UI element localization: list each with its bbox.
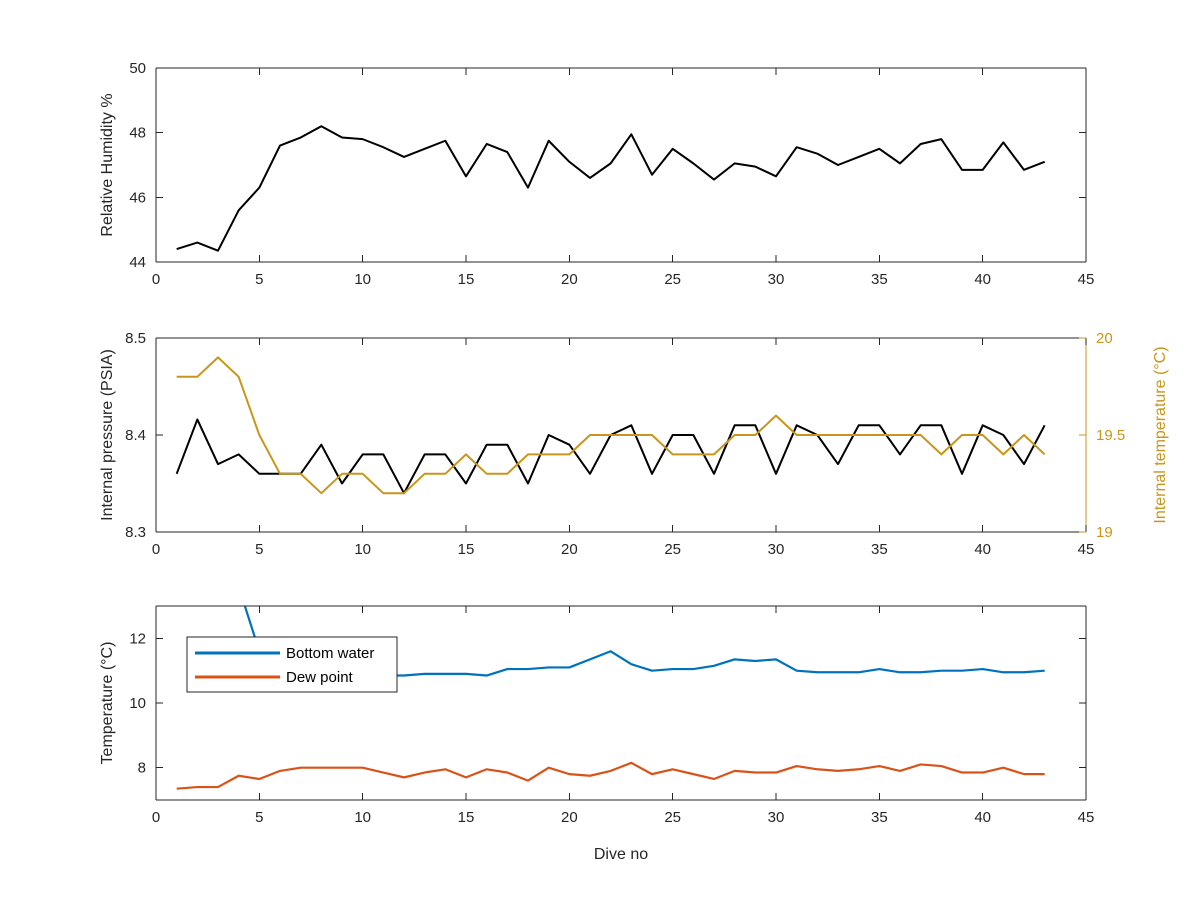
x-tick-label: 35 (871, 809, 888, 826)
x-tick-label: 0 (152, 541, 160, 558)
plot-area (176, 125, 1046, 252)
x-tick-label: 35 (871, 541, 888, 558)
x-tick-label: 5 (255, 809, 263, 826)
y-tick-label: 48 (129, 125, 146, 142)
x-axis-label: Dive no (594, 846, 648, 863)
y-tick-label: 8.5 (125, 330, 146, 347)
series-line-bottom-water (243, 606, 1045, 677)
pressure-temperature-panel: 0 5 10 15 20 25 30 35 40 45 8.3 8.4 8.5 19 19.5 20 Inter… (99, 330, 1169, 558)
x-tick-label: 0 (152, 809, 160, 826)
x-tick-label: 40 (974, 541, 991, 558)
x-tick-label: 45 (1078, 271, 1095, 288)
y-axis-label: Relative Humidity % (99, 93, 116, 236)
y-axis-label: Internal pressure (PSIA) (99, 349, 116, 521)
legend-entry-label: Dew point (286, 669, 354, 686)
x-tick-label: 0 (152, 271, 160, 288)
plot-area (176, 606, 1045, 790)
x-tick-label: 30 (768, 809, 785, 826)
series-line-temperature (176, 356, 1046, 495)
y-tick-label: 46 (129, 189, 146, 206)
y-axis-label: Temperature (°C) (99, 642, 116, 765)
series-line-series (176, 125, 1046, 252)
x-tick-label: 25 (664, 541, 681, 558)
series-line-dew-point (176, 761, 1045, 790)
x-tick-label: 45 (1078, 809, 1095, 826)
y-tick-label: 12 (129, 630, 146, 647)
y-tick-label: 8 (138, 760, 146, 777)
x-tick-label: 20 (561, 271, 578, 288)
x-tick-label: 15 (458, 541, 475, 558)
x-tick-label: 25 (664, 809, 681, 826)
y-tick-label: 50 (129, 60, 146, 77)
x-tick-label: 25 (664, 271, 681, 288)
legend-entry-label: Bottom water (286, 645, 374, 662)
y-tick-label: 8.3 (125, 524, 146, 541)
series-line-pressure (175, 418, 1046, 495)
x-tick-label: 20 (561, 541, 578, 558)
y-axis-label-right: Internal temperature (°C) (1152, 346, 1169, 523)
x-tick-label: 10 (354, 271, 371, 288)
legend: Bottom water Dew point (186, 636, 398, 693)
x-tick-label: 30 (768, 541, 785, 558)
humidity-panel: 0 5 10 15 20 25 30 35 40 45 44 46 48 50 Relative Humid… (99, 60, 1094, 288)
x-tick-label: 45 (1078, 541, 1095, 558)
x-tick-label: 15 (458, 809, 475, 826)
x-tick-label: 15 (458, 271, 475, 288)
y-tick-label: 8.4 (125, 427, 146, 444)
y-tick-label: 44 (129, 254, 146, 271)
x-tick-label: 35 (871, 271, 888, 288)
plot-area (175, 356, 1046, 495)
legend-box (186, 636, 398, 693)
x-tick-label: 10 (354, 809, 371, 826)
y-tick-label: 10 (129, 695, 146, 712)
x-tick-label: 20 (561, 809, 578, 826)
x-tick-label: 30 (768, 271, 785, 288)
y-tick-label-right: 20 (1096, 330, 1113, 347)
x-tick-label: 40 (974, 809, 991, 826)
temperature-panel: 0 5 10 15 20 25 30 35 40 45 8 10 12 Temperature (°C) D… (99, 605, 1095, 863)
y-tick-label-right: 19 (1096, 524, 1113, 541)
x-tick-label: 40 (974, 271, 991, 288)
x-tick-label: 5 (255, 541, 263, 558)
x-tick-label: 10 (354, 541, 371, 558)
x-tick-label: 5 (255, 271, 263, 288)
y-tick-label-right: 19.5 (1096, 427, 1125, 444)
